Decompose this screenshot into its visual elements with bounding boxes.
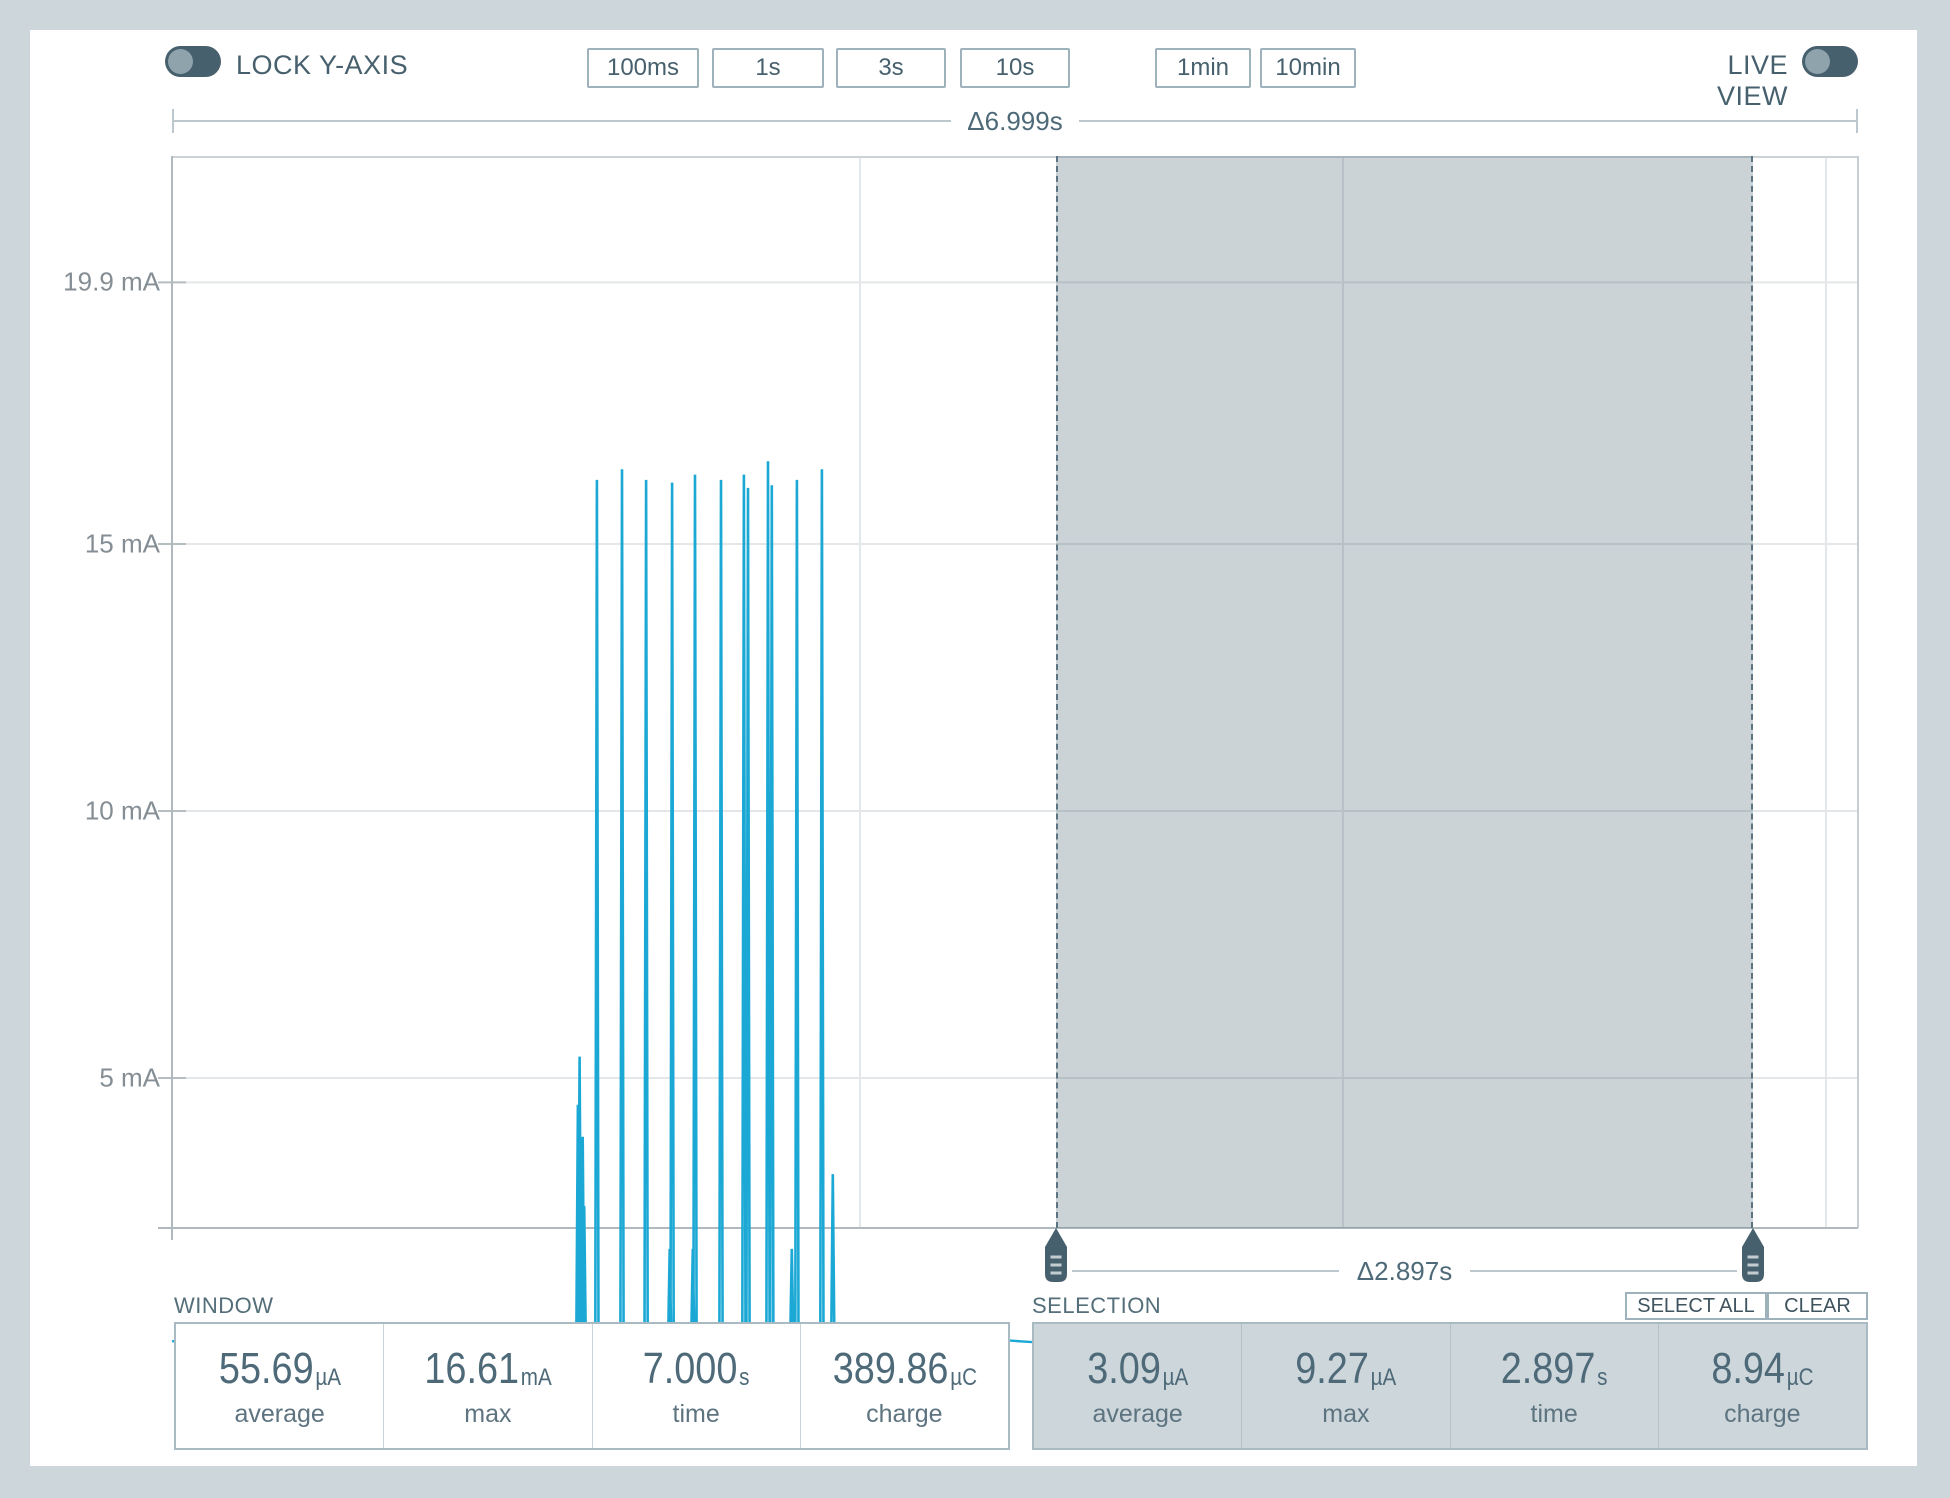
- grip-icon: [1741, 1228, 1764, 1282]
- selection-stats-title: SELECTION: [1032, 1293, 1162, 1318]
- window-delta-bracket: Δ6.999s: [172, 106, 1858, 136]
- stat-selection-charge: 8.94µC charge: [1657, 1324, 1866, 1448]
- select-all-button[interactable]: SELECT ALL: [1625, 1292, 1767, 1320]
- bracket-tick-left: [172, 109, 174, 133]
- stat-window-time: 7.000s time: [591, 1324, 800, 1448]
- chart-area[interactable]: 19.9 mA 15 mA 10 mA 5 mA Δ2.897s: [63, 156, 1859, 1344]
- stat-window-charge: 389.86µC charge: [799, 1324, 1008, 1448]
- chart-svg: [158, 156, 1859, 1344]
- live-view-label: LIVE VIEW: [1716, 50, 1788, 111]
- lock-y-axis-toggle[interactable]: [165, 46, 221, 77]
- stat-window-max: 16.61mA max: [383, 1324, 591, 1448]
- selection-region[interactable]: [1056, 156, 1753, 1228]
- lock-y-axis-label: LOCK Y-AXIS: [236, 50, 409, 80]
- window-button-1min[interactable]: 1min: [1155, 48, 1251, 88]
- waveform-spikes: [575, 461, 836, 1342]
- selection-handle-left[interactable]: [1045, 1228, 1068, 1282]
- selection-handle-right[interactable]: [1741, 1228, 1764, 1282]
- window-stats-title: WINDOW: [174, 1293, 274, 1318]
- stat-selection-max: 9.27µA max: [1241, 1324, 1449, 1448]
- selection-delta-bracket: Δ2.897s: [1072, 1256, 1737, 1286]
- window-button-1s[interactable]: 1s: [712, 48, 824, 88]
- window-button-10s[interactable]: 10s: [960, 48, 1070, 88]
- main-card: LOCK Y-AXIS 100ms 1s 3s 10s 1min 10min L…: [30, 30, 1917, 1466]
- window-button-3s[interactable]: 3s: [836, 48, 946, 88]
- stat-selection-average: 3.09µA average: [1087, 1343, 1189, 1428]
- y-axis-tick-label: 19.9 mA: [63, 266, 160, 297]
- y-axis-tick-label: 10 mA: [84, 795, 160, 826]
- y-axis-tick-label: 5 mA: [99, 1062, 160, 1093]
- selection-stats-group: 3.09µA average 9.27µA max 2.897s time 8.…: [1032, 1322, 1868, 1450]
- window-button-10min[interactable]: 10min: [1260, 48, 1356, 88]
- toggle-knob-icon: [1805, 49, 1830, 74]
- clear-button[interactable]: CLEAR: [1767, 1292, 1868, 1320]
- grip-icon: [1045, 1228, 1068, 1282]
- window-delta-label: Δ6.999s: [967, 105, 1063, 136]
- window-stats-group: 55.69µA average 16.61mA max 7.000s time …: [174, 1322, 1010, 1450]
- y-axis-tick-label: 15 mA: [84, 528, 160, 559]
- selection-delta-label: Δ2.897s: [1356, 1255, 1453, 1286]
- toggle-knob-icon: [168, 49, 193, 74]
- stat-selection-time: 2.897s time: [1449, 1324, 1658, 1448]
- stat-window-average: 55.69µA average: [218, 1343, 341, 1428]
- window-button-100ms[interactable]: 100ms: [587, 48, 699, 88]
- live-view-toggle[interactable]: [1802, 46, 1858, 77]
- bracket-tick-right: [1856, 109, 1858, 133]
